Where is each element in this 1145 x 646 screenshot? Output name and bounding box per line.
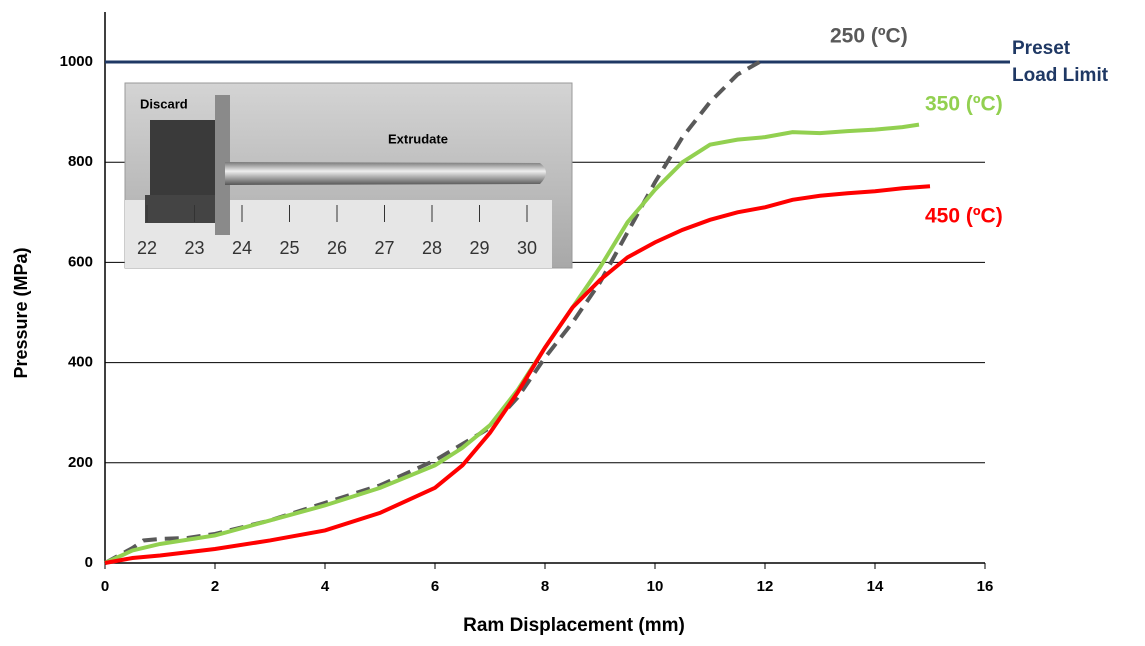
series-line xyxy=(104,184,931,565)
preset-label: Load Limit xyxy=(1012,65,1109,86)
x-tick-label: 12 xyxy=(757,578,774,595)
x-tick-label: 14 xyxy=(867,578,884,595)
x-tick-label: 8 xyxy=(541,578,549,595)
inset-label: Extrudate xyxy=(388,131,448,146)
ruler-label: 28 xyxy=(422,238,442,258)
x-tick-label: 10 xyxy=(647,578,664,595)
series-label: 250 (ºC) xyxy=(830,25,908,48)
ruler-label: 26 xyxy=(327,238,347,258)
series-label: 350 (ºC) xyxy=(925,93,1003,116)
x-tick-label: 0 xyxy=(101,578,109,595)
discard-shape xyxy=(150,120,220,195)
inset-label: Discard xyxy=(140,96,188,111)
y-tick-label: 400 xyxy=(68,354,93,371)
y-tick-label: 800 xyxy=(68,153,93,170)
y-tick-label: 600 xyxy=(68,253,93,270)
series-line xyxy=(104,122,920,565)
y-tick-label: 1000 xyxy=(60,53,93,70)
ruler-label: 27 xyxy=(374,238,394,258)
discard-base xyxy=(145,195,220,223)
extrudate-shape xyxy=(225,162,546,185)
y-tick-label: 200 xyxy=(68,454,93,471)
y-tick-label: 0 xyxy=(85,554,93,571)
x-tick-label: 4 xyxy=(321,578,330,595)
inset-photo: Discard Extrudate 22 23 24 25 26 27 28 29 30 xyxy=(124,82,573,269)
x-tick-label: 16 xyxy=(977,578,994,595)
ruler-label: 30 xyxy=(517,238,537,258)
ruler-label: 24 xyxy=(232,238,252,258)
ruler-label: 25 xyxy=(279,238,299,258)
preset-label: Preset xyxy=(1012,38,1071,59)
ruler-label: 23 xyxy=(184,238,204,258)
x-axis-title: Ram Displacement (mm) xyxy=(463,615,685,636)
ruler-label: 22 xyxy=(137,238,157,258)
ruler-label: 29 xyxy=(469,238,489,258)
x-tick-label: 2 xyxy=(211,578,219,595)
die-plate xyxy=(215,95,230,235)
y-axis-title: Pressure (MPa) xyxy=(11,247,31,378)
x-tick-label: 6 xyxy=(431,578,439,595)
series-line xyxy=(104,60,761,565)
series-label: 450 (ºC) xyxy=(925,205,1003,228)
